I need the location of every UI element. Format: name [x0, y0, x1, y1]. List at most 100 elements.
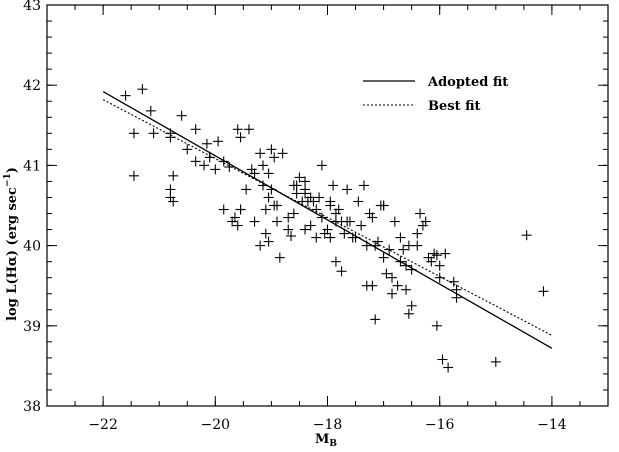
data-point	[431, 250, 442, 261]
data-point	[263, 192, 274, 203]
data-point	[437, 354, 448, 365]
data-point	[165, 184, 176, 195]
data-point	[330, 256, 341, 267]
data-point	[401, 260, 412, 271]
data-point	[255, 148, 266, 159]
data-point	[336, 266, 347, 277]
data-point	[378, 252, 389, 263]
data-point	[145, 105, 156, 116]
data-point	[538, 286, 549, 297]
data-point	[277, 148, 288, 159]
data-point	[389, 216, 400, 227]
data-point	[387, 272, 398, 283]
data-point	[378, 200, 389, 211]
data-point	[370, 240, 381, 251]
data-point	[235, 132, 246, 143]
data-point	[300, 184, 311, 195]
data-point	[148, 128, 159, 139]
data-point	[283, 224, 294, 235]
data-point	[336, 216, 347, 227]
data-point	[353, 196, 364, 207]
data-point	[395, 232, 406, 243]
best-fit-line	[102, 99, 553, 336]
x-axis-ticks: −22 −20 −18 −16 −14	[46, 5, 609, 433]
data-point	[168, 170, 179, 181]
y-axis-ticks: 38 39 40 41 42 43	[23, 0, 608, 415]
x-axis-title-subscript: B	[329, 439, 337, 449]
data-point	[451, 284, 462, 295]
data-point	[406, 264, 417, 275]
data-point	[218, 156, 229, 167]
y-tick-label: 41	[23, 158, 41, 174]
data-point	[398, 244, 409, 255]
data-point	[415, 208, 426, 219]
x-tick-label: −20	[201, 417, 231, 433]
data-point	[420, 216, 431, 227]
data-point	[255, 240, 266, 251]
y-tick-label: 39	[23, 319, 41, 335]
legend-best-label: Best fit	[428, 99, 481, 114]
data-point	[401, 284, 412, 295]
data-point	[213, 136, 224, 147]
data-point	[367, 280, 378, 291]
data-point	[249, 216, 260, 227]
data-point	[316, 160, 327, 171]
data-point	[272, 216, 283, 227]
x-tick-label: −16	[425, 417, 455, 433]
data-point	[311, 232, 322, 243]
data-point	[342, 184, 353, 195]
y-tick-label: 40	[23, 239, 41, 255]
data-point	[395, 256, 406, 267]
data-point	[120, 90, 131, 101]
data-point	[294, 172, 305, 183]
data-point	[412, 240, 423, 251]
fit-lines	[102, 91, 553, 349]
data-point	[137, 84, 148, 95]
data-point	[263, 168, 274, 179]
x-tick-label: −18	[313, 417, 343, 433]
data-point	[274, 252, 285, 263]
data-point	[316, 212, 327, 223]
data-point	[263, 236, 274, 247]
y-tick-label: 42	[23, 78, 41, 94]
data-point	[291, 188, 302, 199]
data-point	[168, 196, 179, 207]
data-point	[260, 204, 271, 215]
data-point	[218, 204, 229, 215]
data-point	[314, 192, 325, 203]
data-point	[339, 228, 350, 239]
y-axis-title-close: )	[5, 167, 20, 173]
data-point	[364, 208, 375, 219]
data-point	[201, 138, 212, 149]
y-axis-title-superscript: −1	[3, 173, 13, 187]
data-point	[227, 216, 238, 227]
data-point	[347, 232, 358, 243]
data-point	[448, 276, 459, 287]
y-tick-label: 43	[23, 0, 41, 14]
y-tick-label: 38	[23, 399, 41, 415]
data-point	[387, 288, 398, 299]
data-point	[204, 152, 215, 163]
data-point	[176, 110, 187, 121]
data-point	[286, 230, 297, 241]
data-point	[333, 204, 344, 215]
data-point	[210, 164, 221, 175]
data-point	[199, 160, 210, 171]
data-point	[257, 180, 268, 191]
x-tick-label: −14	[537, 417, 567, 433]
data-point	[288, 180, 299, 191]
data-point	[260, 228, 271, 239]
x-axis-title: MB	[315, 432, 337, 449]
data-point	[249, 168, 260, 179]
data-point	[412, 228, 423, 239]
data-point	[384, 244, 395, 255]
data-point	[431, 320, 442, 331]
data-point	[358, 180, 369, 191]
data-point	[434, 272, 445, 283]
data-point	[311, 204, 322, 215]
data-point	[305, 192, 316, 203]
data-point	[406, 300, 417, 311]
y-axis-title-main: log L(Hα) (erg sec	[5, 187, 20, 321]
data-point	[443, 362, 454, 373]
data-point	[241, 184, 252, 195]
